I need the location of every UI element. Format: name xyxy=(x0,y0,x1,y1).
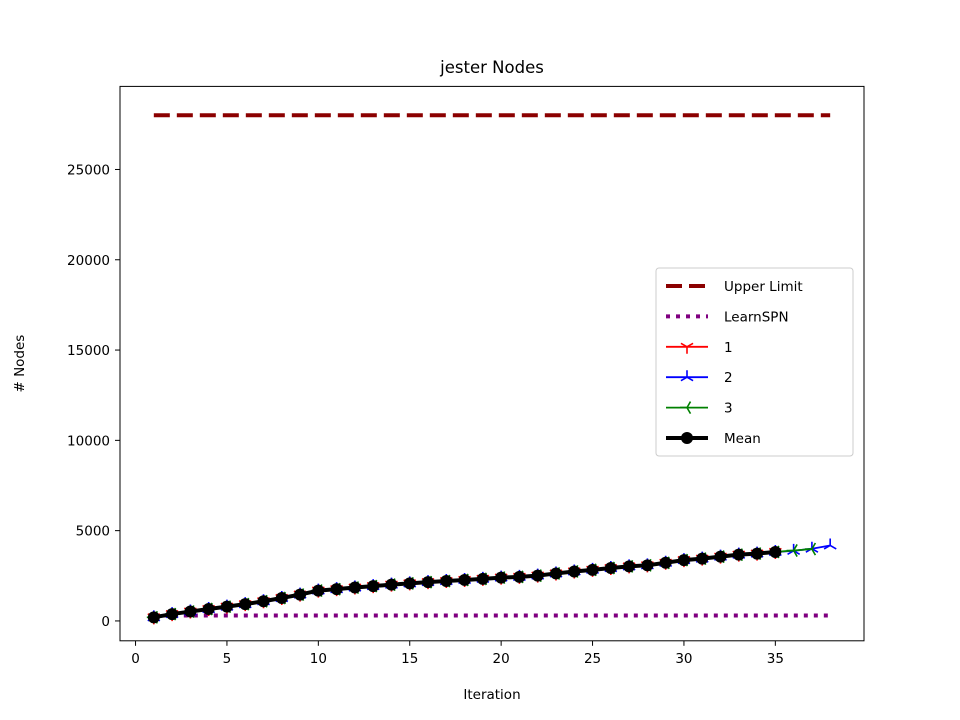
legend-entry: Upper Limit xyxy=(666,279,803,295)
legend-marker xyxy=(681,432,693,444)
legend-label: 3 xyxy=(724,401,733,417)
x-tick-label: 20 xyxy=(493,651,510,667)
data-point xyxy=(476,572,489,585)
legend-marker xyxy=(680,342,694,354)
data-point xyxy=(294,588,307,601)
data-point xyxy=(786,544,798,557)
data-point xyxy=(604,562,617,575)
data-point xyxy=(440,575,453,588)
y-tick-label: 5000 xyxy=(76,524,110,540)
x-tick-label: 30 xyxy=(675,651,692,667)
y-tick-label: 10000 xyxy=(67,433,110,449)
data-point xyxy=(751,547,764,560)
data-point xyxy=(422,576,435,589)
x-tick-label: 5 xyxy=(223,651,232,667)
data-point xyxy=(531,569,544,582)
data-point xyxy=(823,538,837,550)
data-point xyxy=(202,603,215,616)
x-tick-label: 10 xyxy=(310,651,327,667)
legend-entry: 2 xyxy=(666,370,733,386)
data-point xyxy=(458,573,471,586)
legend-marker xyxy=(680,401,692,415)
legend: Upper Limit LearnSPN 1 2 3 Mean xyxy=(655,267,854,457)
data-point xyxy=(147,611,160,624)
data-point xyxy=(312,584,325,597)
legend-entry: 3 xyxy=(666,401,733,417)
data-point xyxy=(257,595,270,608)
x-tick-label: 15 xyxy=(401,651,418,667)
series-mean xyxy=(147,545,782,624)
data-point xyxy=(659,556,672,569)
data-point xyxy=(367,580,380,593)
data-point xyxy=(769,545,782,558)
axes-frame xyxy=(119,85,865,642)
legend-entry: Mean xyxy=(666,431,761,447)
x-tick-label: 25 xyxy=(584,651,601,667)
legend-label: Mean xyxy=(724,431,761,447)
legend-entries: Upper Limit LearnSPN 1 2 3 Mean xyxy=(666,279,803,447)
legend-entry: 1 xyxy=(666,340,733,356)
data-point xyxy=(403,577,416,590)
x-tick-label: 0 xyxy=(131,651,140,667)
data-point xyxy=(677,554,690,567)
y-tick-label: 15000 xyxy=(67,343,110,359)
data-point xyxy=(495,571,508,584)
data-point xyxy=(568,565,581,578)
y-tick-label: 25000 xyxy=(67,162,110,178)
data-point xyxy=(330,583,343,596)
x-axis-ticks: 0 5 10 15 20 25 30 35 xyxy=(131,640,784,667)
data-point xyxy=(275,592,288,605)
legend-label: LearnSPN xyxy=(724,309,789,325)
data-point xyxy=(732,548,745,561)
data-point xyxy=(641,559,654,572)
y-tick-label: 0 xyxy=(101,614,110,630)
data-point xyxy=(184,605,197,618)
data-point xyxy=(166,608,179,621)
data-point xyxy=(623,560,636,573)
data-point xyxy=(696,552,709,565)
data-point xyxy=(804,542,817,556)
legend-label: 1 xyxy=(724,340,733,356)
data-point xyxy=(714,550,727,563)
data-point xyxy=(239,598,252,611)
legend-marker xyxy=(680,370,694,382)
legend-box xyxy=(655,267,854,457)
y-tick-label: 20000 xyxy=(67,253,110,269)
data-point xyxy=(348,581,361,594)
legend-entry: LearnSPN xyxy=(666,309,789,325)
data-point xyxy=(220,600,233,613)
x-tick-label: 35 xyxy=(767,651,784,667)
series-layer xyxy=(146,113,837,625)
legend-label: Upper Limit xyxy=(724,279,803,295)
y-axis-ticks: 0 5000 10000 15000 20000 25000 xyxy=(67,162,120,630)
data-point xyxy=(513,570,526,583)
legend-label: 2 xyxy=(724,370,733,386)
x-axis-label: Iteration xyxy=(463,687,520,703)
y-axis-label: # Nodes xyxy=(12,335,28,393)
plot-area xyxy=(146,113,837,625)
data-point xyxy=(586,563,599,576)
data-point xyxy=(549,567,562,580)
data-point xyxy=(385,578,398,591)
chart-title: jester Nodes xyxy=(439,58,544,77)
